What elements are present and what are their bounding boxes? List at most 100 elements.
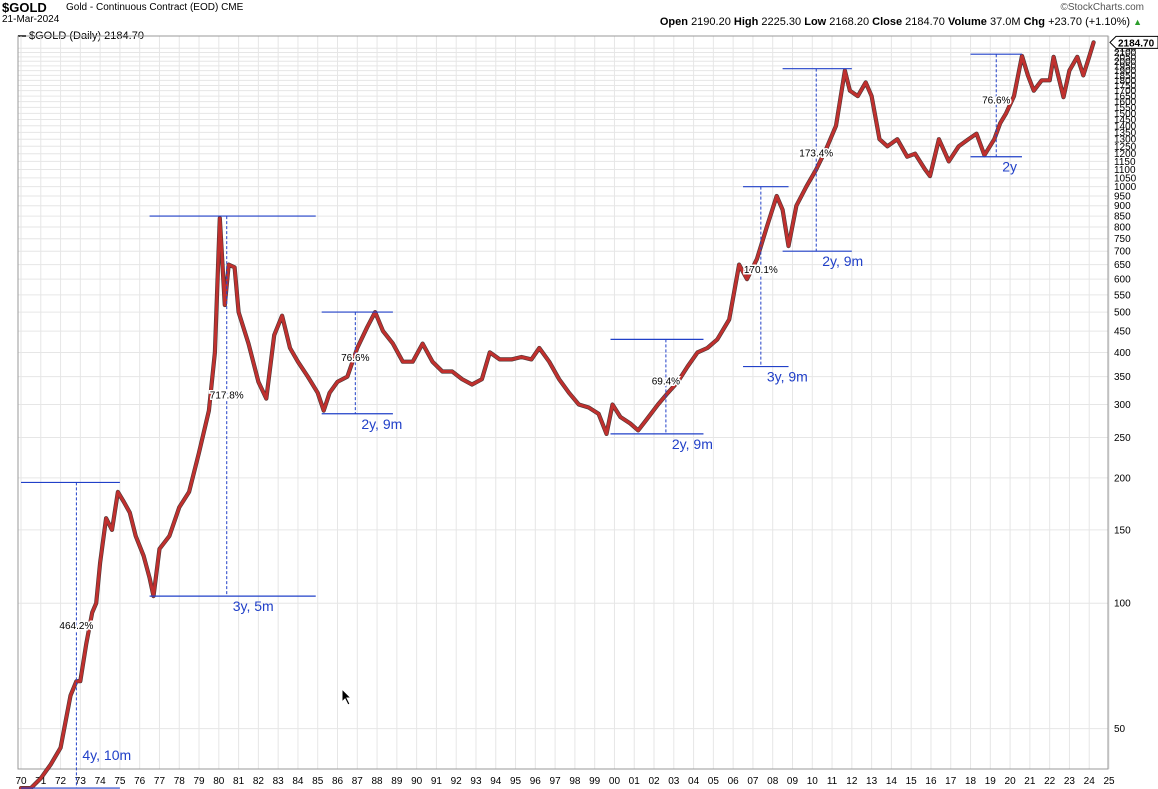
series-point (227, 263, 230, 266)
series-point (967, 138, 970, 141)
y-tick-label: 1800 (1114, 76, 1137, 87)
series-point (85, 642, 88, 645)
series-point (1082, 74, 1085, 77)
series-point (49, 763, 52, 766)
series-point (188, 490, 191, 493)
range-annotation: 173.4% 2y, 9m (782, 68, 863, 269)
series-point (1092, 41, 1095, 44)
y-tick-label: 2050 (1114, 52, 1137, 63)
series-point (666, 391, 670, 394)
range-annotation: 717.8% 3y, 5m (149, 215, 316, 614)
range-pct-label: 170.1% (744, 265, 778, 276)
series-point (975, 132, 978, 135)
x-tick-label: 00 (609, 776, 621, 787)
series-point (520, 355, 523, 359)
x-tick-label: 21 (1024, 776, 1036, 787)
x-tick-label: 24 (1084, 776, 1096, 787)
x-tick-label: 89 (391, 776, 403, 787)
series-point (356, 346, 359, 350)
series-point (1062, 96, 1065, 99)
series-point (207, 409, 210, 412)
series-point (577, 403, 580, 406)
x-tick-label: 85 (312, 776, 324, 787)
series-point (738, 263, 741, 266)
series-point (273, 334, 276, 337)
x-axis: 70 71 72 73 74 75 76 77 78 79 80 81 82 83 84 85 86 87 88 89… (15, 776, 1115, 787)
series-point (914, 152, 917, 155)
ohlc-readout: Open 2190.20 High 2225.30 Low 2168.20 Cl… (660, 16, 1142, 28)
y-tick-label: 200 (1114, 473, 1131, 484)
series-point (237, 311, 240, 314)
x-tick-label: 70 (15, 776, 27, 787)
series-point (105, 517, 108, 520)
series-point (530, 358, 533, 361)
range-pct-label: 69.4% (652, 377, 680, 388)
series-point (795, 204, 798, 207)
x-tick-label: 79 (193, 776, 205, 787)
y-tick-label: 700 (1114, 247, 1131, 258)
y-tick-label: 1200 (1114, 149, 1137, 160)
series-point (983, 154, 986, 157)
y-tick-label: 350 (1114, 372, 1131, 383)
series-point (1068, 69, 1071, 72)
x-tick-label: 25 (1103, 776, 1115, 787)
series-point (775, 194, 778, 198)
x-tick-label: 94 (490, 776, 502, 787)
series-point (223, 303, 226, 307)
range-annotation: 464.2% 4y, 10m (21, 481, 131, 789)
series-point (59, 746, 62, 749)
y-tick-label: 650 (1114, 260, 1131, 271)
y-tick-label: 1900 (1114, 66, 1137, 77)
x-tick-label: 84 (292, 776, 304, 787)
up-arrow-icon: ▲ (1133, 17, 1142, 27)
x-tick-label: 08 (767, 776, 779, 787)
series-point (510, 358, 513, 361)
series-point (99, 561, 102, 565)
low-label: Low (804, 16, 827, 28)
series-point (451, 370, 454, 373)
x-tick-label: 13 (866, 776, 878, 787)
series-point (142, 554, 145, 557)
mouse-pointer-icon (341, 688, 353, 706)
y-tick-label: 600 (1114, 275, 1131, 286)
x-tick-label: 22 (1044, 776, 1056, 787)
y-tick-label: 2150 (1114, 44, 1137, 55)
chg-label: Chg (1023, 16, 1045, 28)
series-point (765, 225, 768, 229)
series-point (1048, 79, 1051, 82)
volume-label: Volume (947, 16, 987, 28)
range-annotation: 69.4% 2y, 9m (610, 338, 713, 452)
series-point (605, 432, 608, 435)
last-value-box (1109, 35, 1158, 49)
series-point (716, 338, 719, 341)
series-point (886, 145, 889, 148)
series-point (346, 375, 349, 378)
series-point (421, 342, 424, 345)
x-tick-label: 86 (332, 776, 344, 787)
y-tick-label: 1100 (1114, 165, 1136, 176)
series-point (1076, 55, 1079, 58)
series-point (878, 138, 881, 141)
y-tick-label: 750 (1114, 234, 1131, 245)
series-point (116, 490, 119, 493)
source-credit: ©StockCharts.com (1060, 2, 1144, 13)
series-point (999, 122, 1002, 125)
y-tick-label: 550 (1114, 290, 1131, 301)
series-point (706, 346, 709, 350)
range-pct-label: 173.4% (799, 148, 833, 159)
x-tick-label: 93 (470, 776, 482, 787)
y-tick-label: 1950 (1114, 61, 1137, 72)
series-point (328, 391, 331, 394)
chart-description: Gold - Continuous Contract (EOD) CME (66, 2, 243, 13)
x-tick-label: 90 (411, 776, 423, 787)
x-tick-label: 14 (886, 776, 898, 787)
y-tick-label: 1350 (1114, 128, 1137, 139)
x-tick-label: 92 (451, 776, 463, 787)
series-point (366, 326, 369, 329)
range-pct-label: 717.8% (210, 391, 244, 402)
series-point (856, 95, 859, 98)
series-point (391, 342, 394, 345)
series-point (498, 358, 501, 361)
series-point (745, 278, 749, 281)
x-tick-label: 10 (807, 776, 819, 787)
